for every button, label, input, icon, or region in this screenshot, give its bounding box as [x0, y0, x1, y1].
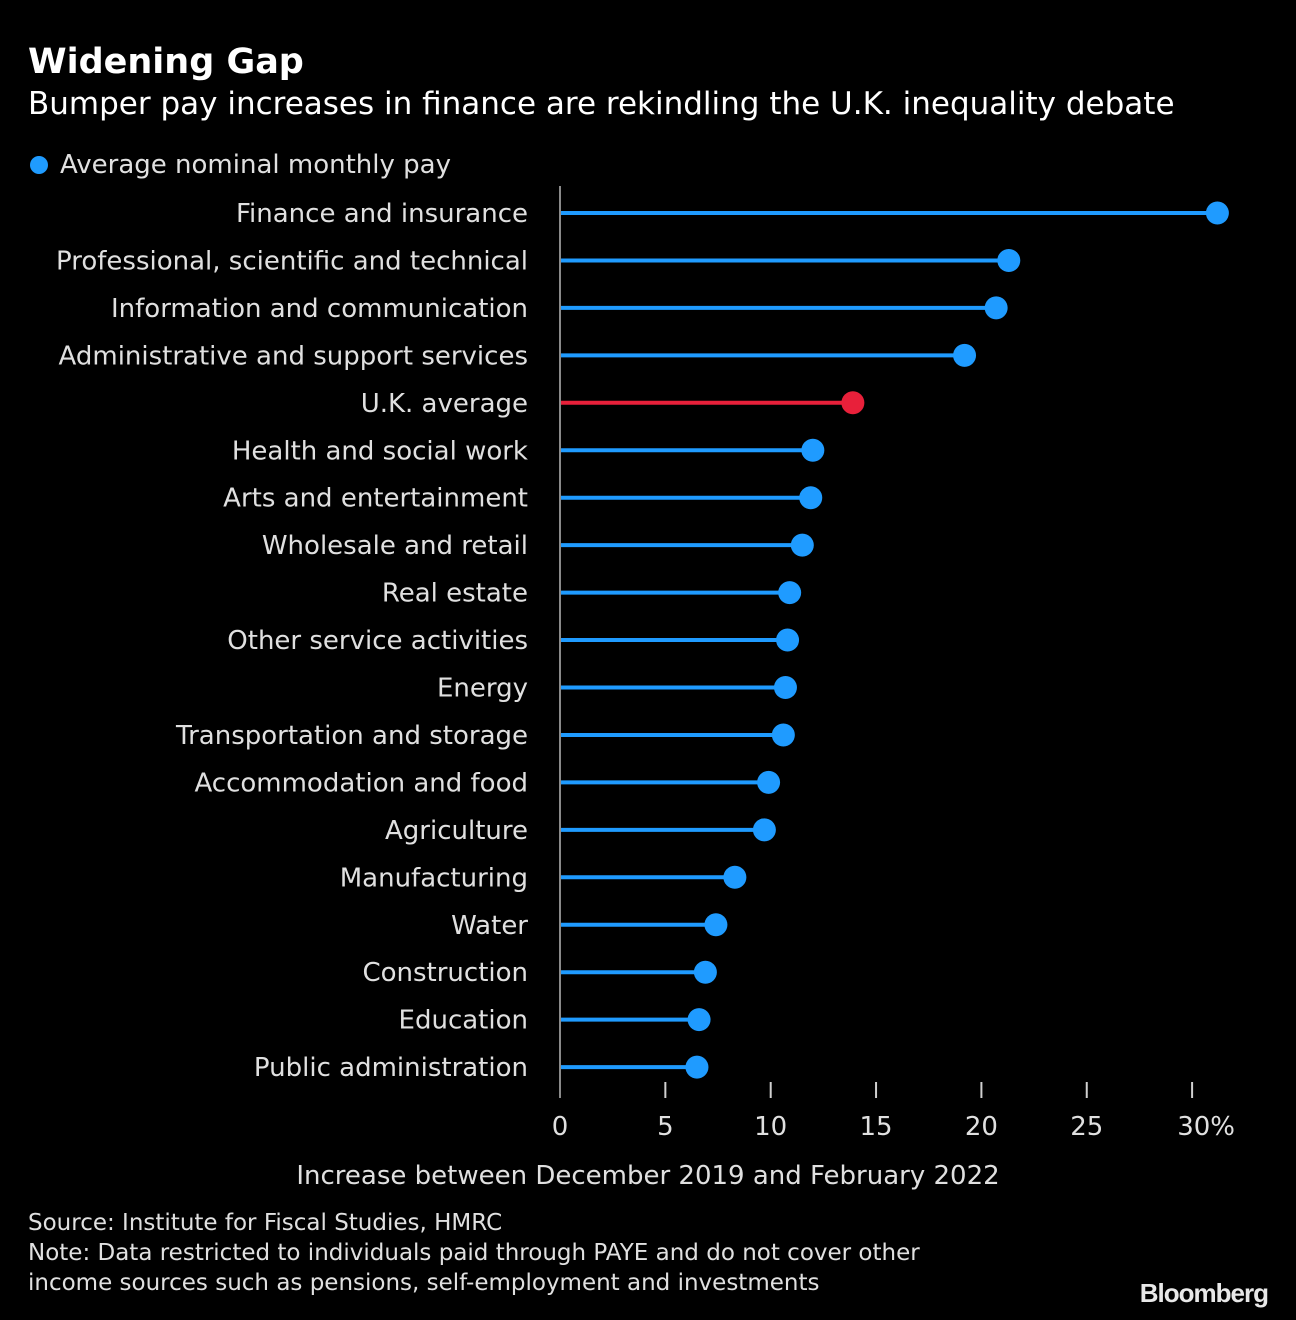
chart-rows: Finance and insurance Professional, scien…: [56, 199, 1229, 1083]
category-label: Administrative and support services: [59, 341, 528, 371]
data-row: Professional, scientific and technical: [56, 246, 1021, 276]
data-point: [799, 486, 823, 510]
data-point: [757, 770, 781, 794]
data-point: [953, 343, 977, 367]
category-label: Other service activities: [227, 626, 528, 656]
data-row: Arts and entertainment: [223, 484, 823, 514]
data-row: Real estate: [382, 579, 802, 609]
category-label: Professional, scientific and technical: [56, 246, 528, 276]
note-line-1: Note: Data restricted to individuals pai…: [28, 1240, 920, 1266]
source-note: Source: Institute for Fiscal Studies, HM…: [28, 1210, 503, 1236]
data-point: [693, 960, 717, 984]
data-row: Transportation and storage: [175, 721, 795, 751]
category-label: Agriculture: [385, 816, 528, 846]
data-row: Water: [451, 911, 728, 941]
category-label: Manufacturing: [340, 863, 528, 893]
data-row: Agriculture: [385, 816, 776, 846]
x-tick-label: 5: [657, 1112, 674, 1142]
chart-title: Widening Gap: [28, 42, 304, 82]
data-row: Construction: [362, 958, 717, 988]
data-point: [704, 913, 728, 937]
data-point: [984, 296, 1008, 320]
category-label: Energy: [437, 674, 528, 704]
x-tick-label: 15: [860, 1112, 893, 1142]
data-row: Health and social work: [232, 436, 825, 466]
data-point: [997, 248, 1021, 272]
data-row: Energy: [437, 674, 797, 704]
category-label: Construction: [362, 958, 528, 988]
highlight-point: [841, 391, 865, 415]
category-label: Arts and entertainment: [223, 484, 528, 514]
category-label: Water: [451, 911, 528, 941]
footer: Source: Institute for Fiscal Studies, HM…: [28, 1208, 920, 1298]
data-point: [685, 1055, 709, 1079]
category-label: Finance and insurance: [236, 199, 528, 229]
data-row: U.K. average: [361, 389, 865, 419]
x-axis-ticks: 0 5 10 15 20 25 30%: [552, 1082, 1235, 1142]
category-label: Public administration: [254, 1053, 528, 1083]
data-row: Public administration: [254, 1053, 709, 1083]
data-point: [776, 628, 800, 652]
data-point: [778, 581, 802, 605]
data-point: [771, 723, 795, 747]
data-point: [790, 533, 814, 557]
x-tick-label: 25: [1070, 1112, 1103, 1142]
data-row: Other service activities: [227, 626, 800, 656]
data-row: Accommodation and food: [194, 768, 781, 798]
data-point: [801, 438, 825, 462]
data-point: [687, 1008, 711, 1032]
data-row: Administrative and support services: [59, 341, 977, 371]
legend-dot-icon: [30, 156, 48, 174]
data-point: [773, 676, 797, 699]
legend: Average nominal monthly pay: [30, 150, 451, 180]
category-label: Transportation and storage: [175, 721, 528, 751]
category-label: Health and social work: [232, 436, 528, 466]
x-tick-label: 20: [965, 1112, 998, 1142]
legend-label: Average nominal monthly pay: [60, 150, 451, 180]
data-row: Finance and insurance: [236, 199, 1229, 229]
data-row: Information and communication: [111, 294, 1008, 324]
data-point: [1205, 201, 1229, 225]
x-tick-label: 0: [552, 1112, 569, 1142]
data-row: Wholesale and retail: [262, 531, 814, 561]
bloomberg-logo: Bloomberg: [1139, 1278, 1269, 1308]
data-row: Manufacturing: [340, 863, 747, 893]
data-row: Education: [399, 1006, 711, 1036]
x-axis-label: Increase between December 2019 and Febru…: [296, 1161, 999, 1191]
x-tick-label: 30%: [1177, 1112, 1235, 1142]
category-label: Education: [399, 1006, 528, 1036]
category-label: Real estate: [382, 579, 528, 609]
data-point: [752, 818, 776, 842]
category-label: Wholesale and retail: [262, 531, 528, 561]
chart-subtitle: Bumper pay increases in finance are reki…: [28, 86, 1175, 122]
category-label: Accommodation and food: [194, 768, 528, 798]
category-label: Information and communication: [111, 294, 528, 324]
x-tick-label: 10: [754, 1112, 787, 1142]
category-label: U.K. average: [361, 389, 528, 419]
note-line-2: income sources such as pensions, self-em…: [28, 1270, 820, 1296]
data-point: [723, 865, 747, 889]
